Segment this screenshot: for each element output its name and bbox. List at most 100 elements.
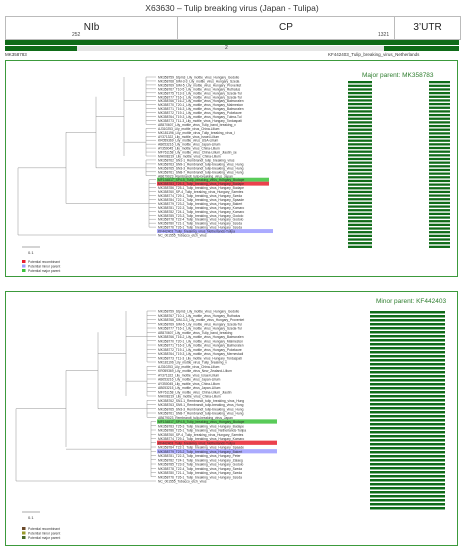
leaf-label: MK358778_T22-4_Tulip_breaking_virus_Hung… xyxy=(158,467,242,471)
legend-label: Potential minor parent xyxy=(28,531,60,535)
recombination-stripe xyxy=(370,467,445,470)
leaf-label: MK358785_T23-3_Tulip_breaking_virus_Hung… xyxy=(158,214,243,218)
leaf-label: MK358766_T16-2_Lily_mottle_virus_Hungary… xyxy=(158,99,244,103)
recombination-stripe xyxy=(370,503,445,506)
recombination-stripe xyxy=(348,121,372,124)
recombination-stripe xyxy=(370,371,445,374)
leaf-label: MF134817_SP4-5_Tulip_breaking_virus_Hung… xyxy=(158,420,245,424)
recombination-stripe xyxy=(348,238,372,241)
recombination-stripe xyxy=(348,190,372,194)
recombination-stripe xyxy=(348,220,372,223)
query-sequence-bar xyxy=(5,40,459,45)
recombination-stripe xyxy=(348,212,372,216)
recombination-stripe xyxy=(370,487,445,490)
breakpoint-start: 252 xyxy=(72,32,81,38)
recombination-stripe xyxy=(429,99,450,102)
phylogenetic-tree-minor: MK358759_Stpm3_Lily_mottle_virus_Hungary… xyxy=(15,310,445,540)
recombination-stripe xyxy=(429,242,450,245)
recombination-stripe xyxy=(429,223,450,227)
leaf-label: MK358769_SIM-5_Lily_mottle_virus_Hungary… xyxy=(158,83,241,87)
recombination-stripe xyxy=(370,455,445,458)
recombination-stripe xyxy=(429,216,450,219)
recombination-stripe xyxy=(429,84,450,87)
recombination-stripe xyxy=(348,132,372,135)
recombination-stripe xyxy=(370,355,445,358)
recombination-stripe xyxy=(370,419,445,422)
recombination-stripe xyxy=(429,220,450,223)
recombination-stripe xyxy=(370,379,445,382)
leaf-label: AY371322_Lily_mottle_virus_Israel-Lilium xyxy=(158,135,219,139)
leaf-label: NC_001555_Tobacco_etch_virus xyxy=(158,480,207,484)
recombination-stripe xyxy=(429,157,450,161)
leaf-label: MF761158_Lily_mottle_virus_China-Lilium_… xyxy=(158,151,237,155)
recombination-stripe xyxy=(348,234,372,237)
recombination-stripe xyxy=(429,172,450,175)
recombinant-region-bar: 2 xyxy=(77,45,384,51)
panel-major-parent: Major parent: MK358783 MK358759_Stpm3_Li… xyxy=(5,60,458,277)
leaf-label: MK358766_T16-2_Lily_mottle_virus_Hungary… xyxy=(158,335,244,339)
leaf-label: MK358774_T29-1_Tulip_breaking_virus_Hung… xyxy=(158,437,244,441)
leaf-label: MK358779_T23-2_Tulip_breaking_virus_Hung… xyxy=(158,450,242,454)
leaf-label: MK358761_SN8-7_Rembrandt_tulip-breaking_… xyxy=(158,170,244,174)
genome-region-header: NIb CP 3’UTR xyxy=(5,16,461,40)
recombination-stripe xyxy=(429,128,450,131)
reference-label-right: KF442403_Tulip_breaking_virus_Netherland… xyxy=(328,52,420,57)
leaf-label: MK358764_T19-3_Lily_mottle_virus_Hungary… xyxy=(158,352,243,356)
recombination-stripe xyxy=(348,216,372,219)
leaf-label: MK358779_T23-2_Tulip_breaking_virus_Hung… xyxy=(158,202,242,206)
recombination-stripe xyxy=(348,194,372,197)
recombination-stripe xyxy=(370,311,445,314)
leaf-label: MK358759_Stpm3_Lily_mottle_virus_Hungary… xyxy=(158,76,239,80)
leaf-label: MK358761_SN8-7_Rembrandt_tulip-breaking_… xyxy=(158,412,244,416)
recombination-stripe xyxy=(429,113,450,117)
recombination-stripe xyxy=(429,227,450,230)
leaf-label: MK181196_Lily_mottle_virus_Tulip_breakin… xyxy=(158,361,227,365)
recombination-stripe xyxy=(370,483,445,486)
leaf-label: AY350045_Lily_mottle_virus_China-Lilium xyxy=(158,382,220,386)
recombination-stripe xyxy=(348,154,372,157)
recombination-stripe xyxy=(429,234,450,237)
recombination-stripe xyxy=(348,88,372,91)
recombination-stripe xyxy=(348,99,372,102)
recombination-stripe xyxy=(370,427,445,430)
recombination-stripe xyxy=(370,395,445,398)
recombination-stripe xyxy=(348,168,372,172)
recombination-stripe xyxy=(370,319,445,322)
recombination-stripe xyxy=(429,231,450,234)
recombination-stripe xyxy=(370,491,445,494)
leaf-label: MK358765_SN3-3_Rembrandt_tulip-breaking_… xyxy=(158,407,244,411)
leaf-label: MK358777_T16-1_Lily_mottle_virus_Hungary… xyxy=(158,95,242,99)
leaf-label: MK358772_T19-1_Lily_mottle_virus_Hungary… xyxy=(158,348,242,352)
recombination-stripe xyxy=(429,88,450,91)
leaf-label: MK358764_T19-3_Lily_mottle_virus_Hungary… xyxy=(158,115,242,119)
leaf-label: KR059369_Lily_mottle_virus_USA-Lilium xyxy=(158,139,219,143)
leaf-highlight xyxy=(157,419,277,424)
recombination-stripe xyxy=(348,106,372,109)
recombination-stripe xyxy=(429,161,450,164)
recombination-stripe xyxy=(370,335,445,338)
recombination-stripe xyxy=(429,201,450,205)
recombination-stripe xyxy=(348,223,372,227)
recombination-stripe xyxy=(370,391,445,394)
recombination-stripe xyxy=(348,176,372,179)
reference-label-left: MK358783 xyxy=(5,52,27,57)
recombination-stripe xyxy=(348,95,372,98)
panel-minor-parent: Minor parent: KF442403 MK358759_Stpm3_Li… xyxy=(5,291,458,546)
recombination-stripe xyxy=(370,459,445,462)
phylogenetic-tree-major: MK358759_Stpm3_Lily_mottle_virus_Hungary… xyxy=(17,76,450,273)
recombination-stripe xyxy=(348,245,372,248)
leaf-label: MK358778_T22-4_Tulip_breaking_virus_Hung… xyxy=(158,218,243,222)
leaf-label: MK358771_T16-3_Lily_mottle_virus_Hungary… xyxy=(158,344,244,348)
recombination-stripe xyxy=(429,95,450,98)
recombination-stripe xyxy=(370,431,445,434)
leaf-label: MK358768_SIM-3-3_Lily_mottle_virus_Hunga… xyxy=(158,318,244,322)
recombination-stripe xyxy=(429,165,450,168)
recombination-stripe xyxy=(370,471,445,474)
recombination-stripe xyxy=(370,495,445,498)
recombination-stripe xyxy=(370,439,445,442)
recombination-stripe xyxy=(370,375,445,378)
recombination-stripe xyxy=(429,121,450,124)
leaf-label: AB679023_Rembrandt_tulip-breaking_virus_… xyxy=(158,174,233,178)
recombination-stripe xyxy=(370,359,445,362)
leaf-label: MF761158_Lily_mottle_virus_China-Lilium_… xyxy=(158,390,232,394)
